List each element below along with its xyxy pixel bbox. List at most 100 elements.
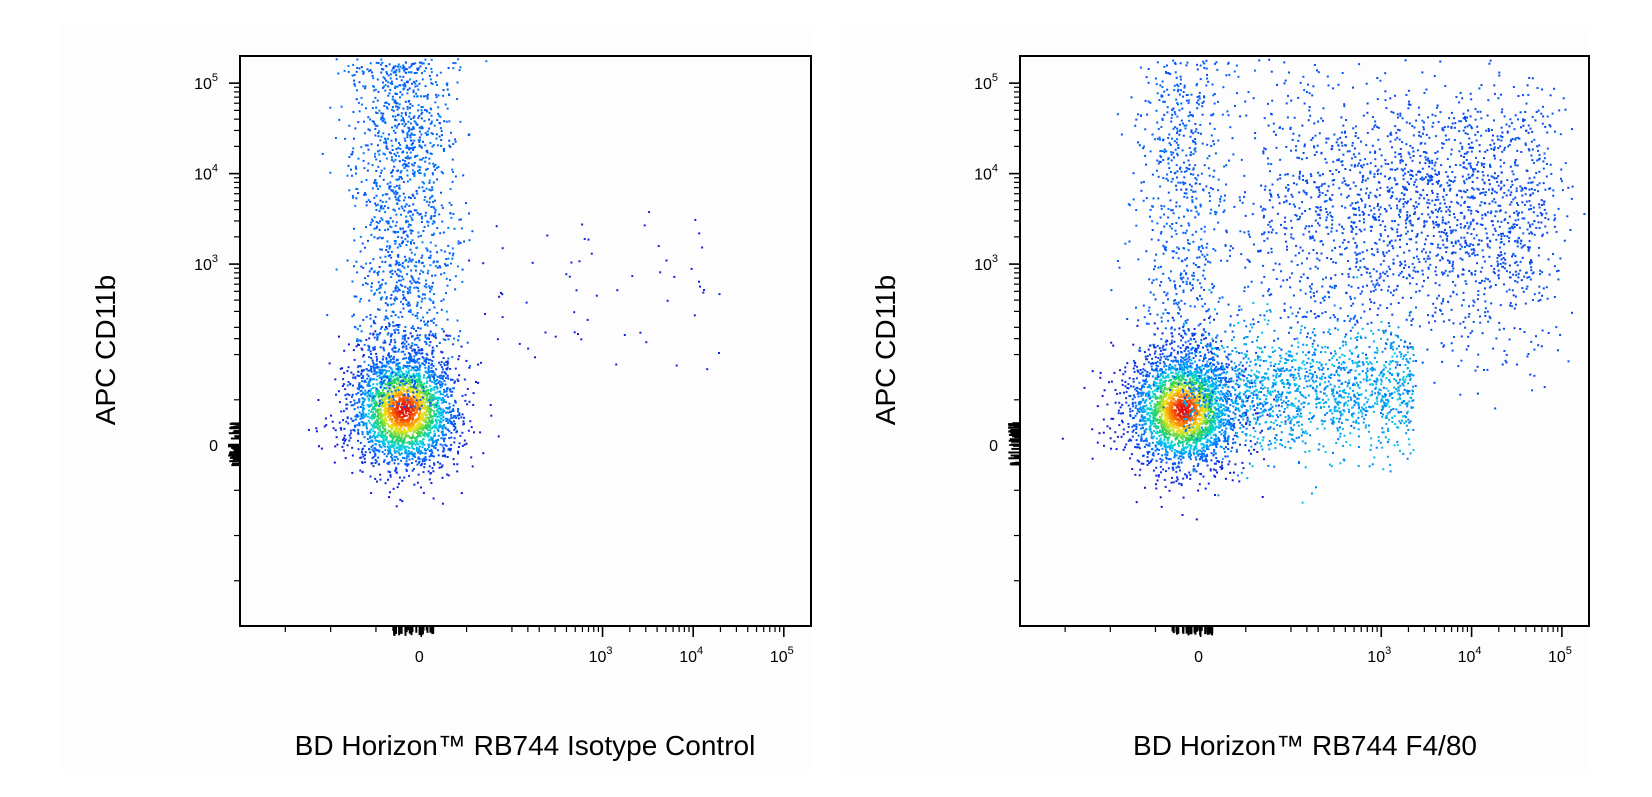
event-dot	[396, 297, 398, 300]
event-dot	[348, 124, 351, 127]
event-dot	[434, 168, 437, 171]
event-dot	[415, 372, 418, 375]
event-dot	[1165, 461, 1168, 464]
event-dot	[433, 378, 436, 381]
event-dot	[377, 366, 380, 369]
event-dot	[432, 426, 435, 428]
event-dot	[429, 384, 432, 387]
event-dot	[384, 101, 387, 104]
event-dot	[403, 393, 406, 396]
event-dot	[395, 406, 398, 409]
event-dot	[391, 437, 394, 439]
event-dot	[382, 444, 385, 447]
event-dot	[351, 395, 353, 398]
event-dot	[431, 194, 434, 197]
event-dot	[1195, 421, 1198, 424]
event-dot	[425, 406, 428, 409]
event-dot	[410, 359, 413, 362]
event-dot	[356, 67, 359, 69]
event-dot	[420, 395, 423, 398]
event-dot	[424, 456, 427, 459]
event-dot	[369, 314, 372, 316]
event-dot	[1142, 418, 1145, 420]
event-dot	[390, 156, 393, 159]
event-dot	[345, 407, 348, 410]
event-dot	[500, 291, 502, 294]
event-dot	[429, 78, 432, 81]
event-dot	[440, 399, 443, 402]
event-dot	[400, 410, 403, 413]
event-dot	[445, 419, 448, 422]
event-dot	[352, 196, 355, 199]
event-dot	[417, 235, 420, 238]
event-dot	[443, 388, 446, 391]
event-dot	[385, 412, 388, 415]
event-dot	[429, 411, 432, 414]
event-dot	[383, 392, 385, 395]
event-dot	[394, 289, 397, 292]
event-dot	[1175, 390, 1178, 393]
event-dot	[427, 362, 430, 365]
event-dot	[384, 138, 387, 141]
event-dot	[379, 297, 382, 300]
event-dot	[456, 98, 459, 100]
event-dot	[1228, 390, 1231, 393]
event-dot	[477, 363, 480, 366]
event-dot	[1206, 397, 1209, 400]
event-dot	[405, 164, 408, 166]
event-dot	[400, 176, 402, 178]
event-dot	[361, 453, 364, 456]
event-dot	[448, 201, 451, 204]
event-dot	[390, 435, 393, 438]
event-dot	[395, 285, 398, 287]
event-dot	[1180, 363, 1183, 366]
event-dot	[379, 139, 382, 142]
event-dot	[380, 403, 383, 406]
event-dot	[381, 372, 384, 375]
event-dot	[416, 192, 419, 195]
event-dot	[434, 244, 437, 247]
event-dot	[315, 427, 318, 430]
event-dot	[391, 82, 394, 85]
event-dot	[426, 220, 429, 223]
event-dot	[392, 445, 395, 448]
event-dot	[445, 406, 448, 409]
event-dot	[389, 340, 392, 343]
event-dot	[388, 63, 391, 66]
event-dot	[367, 239, 369, 242]
event-dot	[399, 270, 402, 273]
event-dot	[438, 361, 440, 364]
event-dot	[393, 101, 396, 104]
event-dot	[444, 372, 447, 375]
event-dot	[384, 396, 387, 399]
event-dot	[420, 256, 423, 259]
event-dot	[1152, 375, 1154, 378]
event-dot	[367, 415, 369, 418]
event-dot	[438, 265, 441, 268]
event-dot	[424, 297, 427, 300]
event-dot	[370, 410, 372, 413]
event-dot	[411, 457, 414, 460]
event-dot	[441, 427, 444, 430]
event-dot	[431, 454, 434, 457]
event-dot	[418, 282, 421, 285]
event-dot	[411, 169, 414, 172]
event-dot	[419, 349, 422, 352]
event-dot	[408, 157, 411, 160]
event-dot	[371, 440, 374, 443]
event-dot	[418, 378, 421, 381]
event-dot	[366, 384, 369, 387]
event-dot	[440, 385, 443, 388]
event-dot	[441, 351, 444, 354]
event-dot	[452, 408, 454, 411]
event-dot	[422, 400, 425, 403]
event-dot	[400, 459, 403, 462]
event-dot	[393, 345, 396, 347]
event-dot	[361, 380, 364, 383]
event-dot	[413, 115, 416, 118]
event-dot	[388, 133, 390, 136]
event-dot	[465, 359, 468, 362]
event-dot	[367, 128, 370, 131]
event-dot	[407, 367, 410, 370]
event-dot	[446, 368, 449, 371]
